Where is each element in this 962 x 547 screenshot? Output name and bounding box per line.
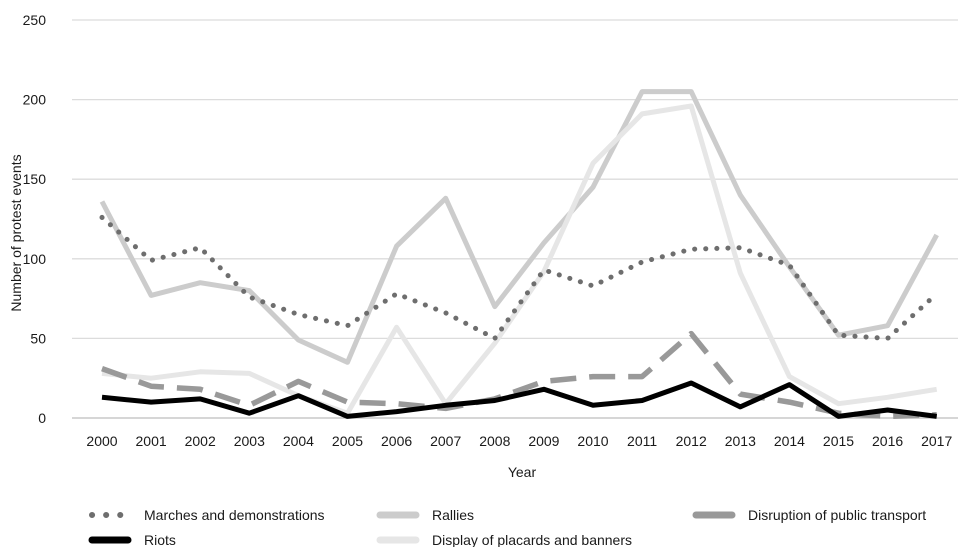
x-tick-label: 2013 [725, 433, 756, 449]
legend-label: Rallies [432, 507, 474, 523]
x-tick-label: 2012 [676, 433, 707, 449]
series-lines [99, 89, 940, 420]
x-tick-label: 2001 [136, 433, 167, 449]
series-line-0 [99, 214, 940, 341]
y-tick-label: 50 [30, 330, 46, 346]
x-tick-label: 2014 [774, 433, 805, 449]
x-tick-label: 2005 [332, 433, 363, 449]
series-line-3 [101, 380, 938, 419]
x-tick-label: 2011 [627, 433, 657, 449]
series-line-4 [101, 103, 938, 416]
x-tick-label: 2017 [921, 433, 952, 449]
x-tick-label: 2015 [823, 433, 854, 449]
x-tick-label: 2008 [479, 433, 510, 449]
x-tick-label: 2009 [528, 433, 559, 449]
legend-label: Display of placards and banners [432, 532, 632, 547]
gridlines [72, 19, 958, 419]
x-axis-title: Year [508, 464, 537, 480]
x-tick-label: 2016 [872, 433, 903, 449]
x-axis-ticks: 2000 2001 2002 2003 2004 2005 2006 2007 2008 2009… [86, 433, 952, 449]
legend-label: Marches and demonstrations [144, 507, 325, 523]
x-tick-label: 2004 [283, 433, 314, 449]
x-tick-label: 2002 [185, 433, 216, 449]
legend-label: Disruption of public transport [748, 507, 926, 523]
x-tick-label: 2006 [381, 433, 412, 449]
y-axis-ticks: 0 50 100 150 200 250 [23, 12, 47, 426]
y-tick-label: 250 [23, 12, 47, 28]
y-tick-label: 200 [23, 92, 47, 108]
x-tick-label: 2010 [577, 433, 608, 449]
series-line-2 [101, 330, 937, 420]
legend: Marches and demonstrations Rallies Disrupt… [88, 507, 926, 547]
x-tick-label: 2007 [430, 433, 461, 449]
y-axis-title: Number of protest events [8, 154, 24, 311]
series-line-1 [99, 89, 939, 365]
y-tick-label: 150 [23, 171, 47, 187]
y-tick-label: 100 [23, 251, 47, 267]
x-tick-label: 2000 [86, 433, 117, 449]
x-tick-label: 2003 [234, 433, 265, 449]
y-tick-label: 0 [38, 410, 46, 426]
legend-label: Riots [144, 532, 176, 547]
